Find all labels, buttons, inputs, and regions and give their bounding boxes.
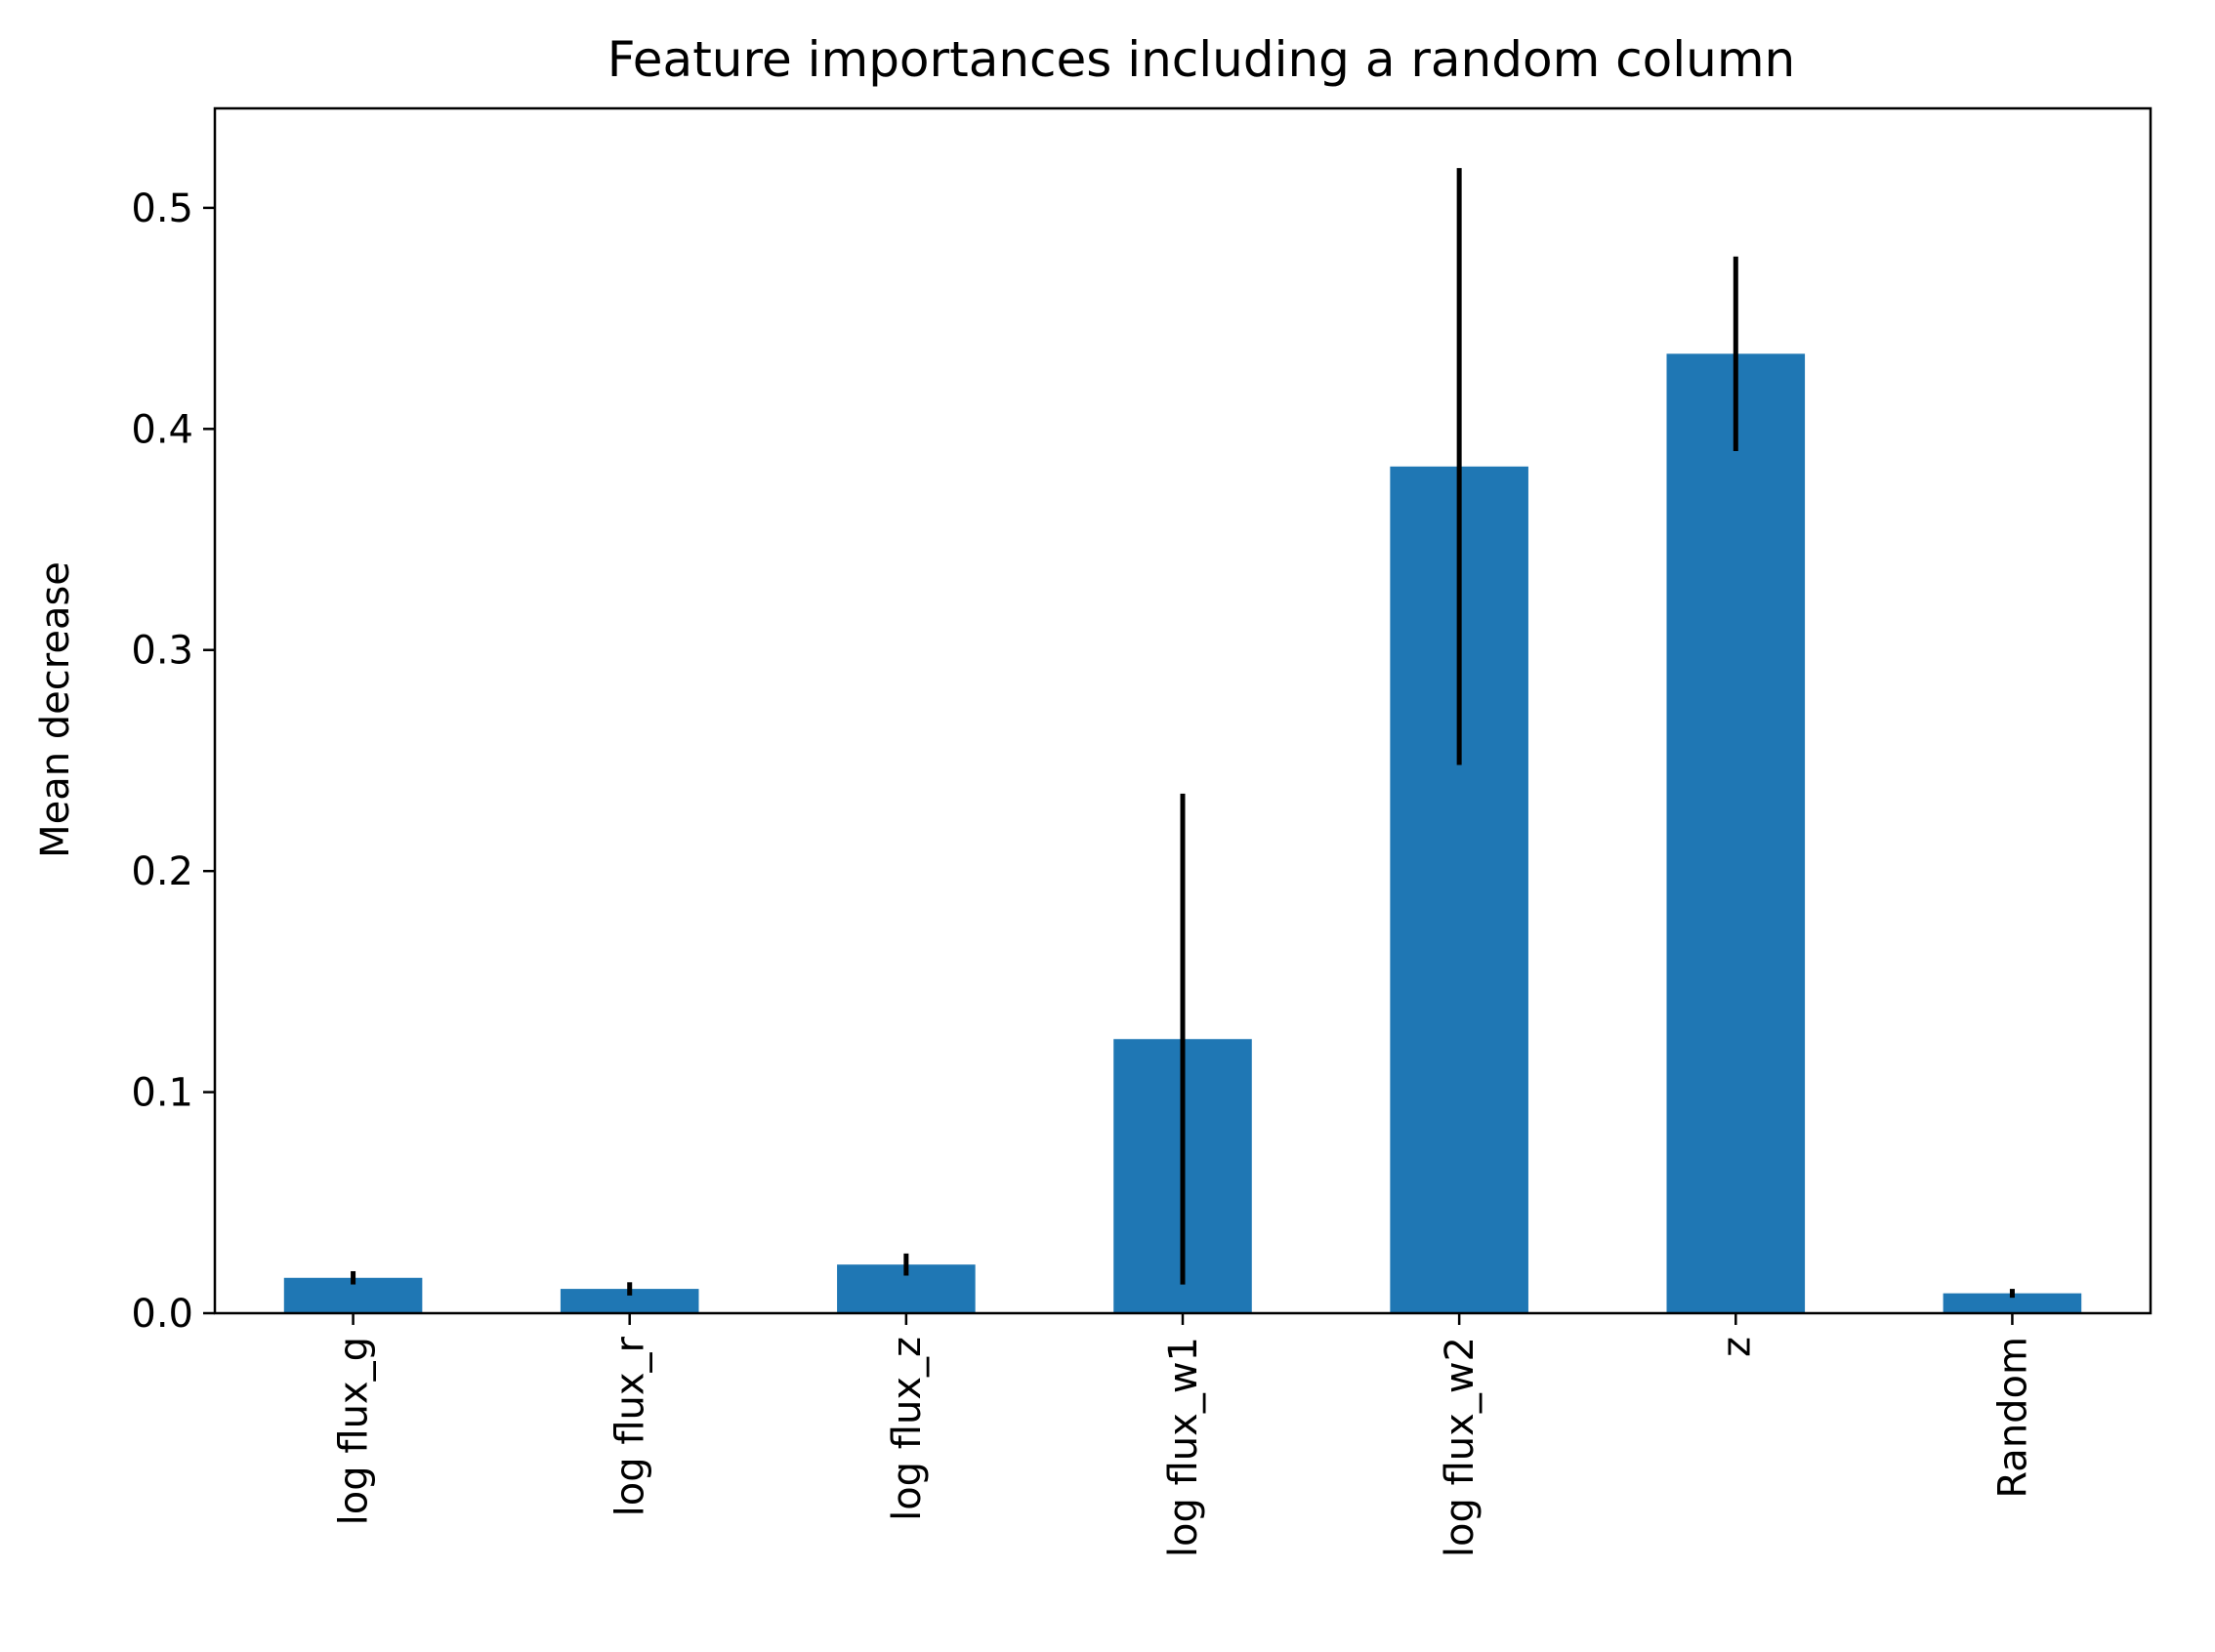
x-tick-label-2: log flux_z <box>885 1337 930 1521</box>
chart-title: Feature importances including a random c… <box>607 31 1795 88</box>
x-tick-label-4: log flux_w2 <box>1438 1337 1483 1557</box>
x-tick-label-5: z <box>1714 1337 1759 1357</box>
x-tick-label-1: log flux_r <box>608 1336 653 1516</box>
x-tick-label-3: log flux_w1 <box>1161 1337 1206 1557</box>
bar-5 <box>1666 353 1806 1313</box>
y-axis-label: Mean decrease <box>33 561 78 858</box>
error-bars-group <box>351 168 2015 1299</box>
y-axis: 0.0 0.1 0.2 0.3 0.4 0.5 <box>131 186 215 1337</box>
y-tick-label-4: 0.4 <box>131 407 193 452</box>
plot-frame <box>213 106 2152 1315</box>
x-axis: log flux_g log flux_r log flux_z log flux_w… <box>332 1313 2035 1557</box>
y-tick-label-3: 0.3 <box>131 629 193 674</box>
x-tick-label-6: Random <box>1990 1337 2035 1499</box>
y-tick-label-2: 0.2 <box>131 849 193 894</box>
y-tick-label-5: 0.5 <box>131 186 193 231</box>
y-tick-label-0: 0.0 <box>131 1292 193 1337</box>
x-tick-label-0: log flux_g <box>332 1337 377 1525</box>
y-tick-label-1: 0.1 <box>131 1071 193 1116</box>
bar-6 <box>1943 1293 2082 1313</box>
